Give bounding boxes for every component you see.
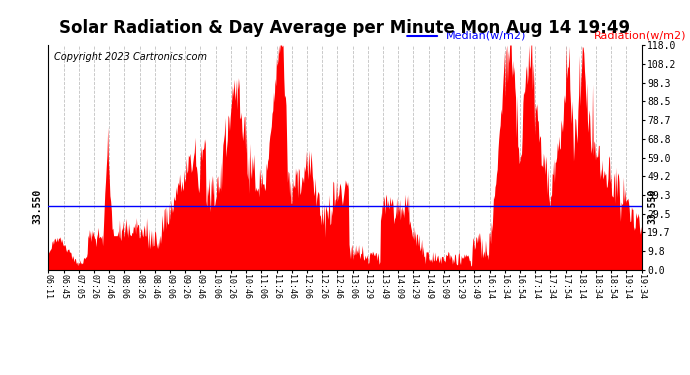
Text: 33.550: 33.550 (648, 188, 658, 224)
Text: Copyright 2023 Cartronics.com: Copyright 2023 Cartronics.com (55, 52, 207, 62)
Text: Median(w/m2): Median(w/m2) (446, 31, 526, 41)
Text: Radiation(w/m2): Radiation(w/m2) (594, 31, 687, 41)
Text: Solar Radiation & Day Average per Minute Mon Aug 14 19:49: Solar Radiation & Day Average per Minute… (59, 19, 631, 37)
Text: 33.550: 33.550 (32, 188, 42, 224)
